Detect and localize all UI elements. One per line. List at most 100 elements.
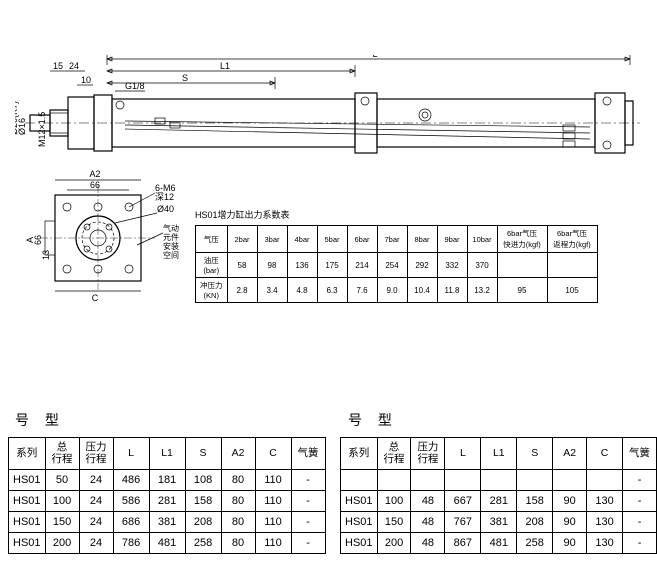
spec-hdr: S (517, 438, 553, 470)
spec-table-left: 系列总行程压力行程LL1SA2C气簧HS01502448618110880110… (8, 437, 326, 554)
spec-hdr: 总行程 (377, 438, 411, 470)
force-row-label: 冲压力(KN) (196, 278, 228, 303)
force-cell: 105 (547, 278, 597, 303)
force-cell (547, 253, 597, 278)
spec-cell: 80 (221, 470, 255, 491)
dim-m12: M12×1.5 (37, 112, 47, 147)
dim-C-bot: C (92, 293, 99, 303)
technical-drawing: L L1 S 15 24 10 G1/8 (15, 55, 635, 355)
spec-hdr: 压力行程 (411, 438, 445, 470)
spec-cell (341, 470, 378, 491)
force-cell: 4.8 (287, 278, 317, 303)
spec-cell: 150 (45, 512, 79, 533)
spec-cell (587, 470, 623, 491)
force-table-title: HS01增力缸出力系数表 (195, 208, 290, 221)
spec-hdr: 总行程 (45, 438, 79, 470)
force-cell: 13.2 (467, 278, 497, 303)
spec-cell: 24 (79, 533, 113, 554)
spec-cell: 208 (517, 512, 553, 533)
spec-cell: - (623, 533, 657, 554)
spec-cell: 130 (587, 533, 623, 554)
d40-label: Ø40 (157, 204, 174, 214)
force-cell: 214 (347, 253, 377, 278)
spec-cell: HS01 (9, 491, 46, 512)
spec-cell: 258 (517, 533, 553, 554)
spec-cell (517, 470, 553, 491)
spec-cell: HS01 (9, 533, 46, 554)
spec-cell (377, 470, 411, 491)
spec-cell: 90 (553, 533, 587, 554)
force-hdr: 6bar气压返程力(kgf) (547, 226, 597, 253)
force-hdr: 8bar (407, 226, 437, 253)
spec-cell: 48 (411, 491, 445, 512)
spec-cell: 200 (45, 533, 79, 554)
spec-cell: 130 (587, 512, 623, 533)
spec-cell: 110 (255, 533, 291, 554)
force-hdr: 4bar (287, 226, 317, 253)
spec-cell (481, 470, 517, 491)
spec-cell: 208 (185, 512, 221, 533)
force-cell: 11.8 (437, 278, 467, 303)
note-4: 空间 (163, 250, 179, 260)
force-row-label: 油压(bar) (196, 253, 228, 278)
spec-cell: 281 (149, 491, 185, 512)
spec-cell: 158 (517, 491, 553, 512)
spec-hdr: 系列 (341, 438, 378, 470)
force-table: 气压2bar3bar4bar5bar6bar7bar8bar9bar10bar6… (195, 225, 598, 303)
spec-cell (553, 470, 587, 491)
spec-cell: 24 (79, 512, 113, 533)
force-cell: 10.4 (407, 278, 437, 303)
spec-cell: - (291, 470, 325, 491)
force-hdr: 10bar (467, 226, 497, 253)
spec-cell: 80 (221, 512, 255, 533)
dim-15: 15 (53, 61, 63, 71)
dim-A2-top: A2 (89, 169, 100, 179)
spec-cell: 486 (113, 470, 149, 491)
force-hdr: 3bar (257, 226, 287, 253)
force-cell: 3.4 (257, 278, 287, 303)
force-cell: 2.8 (227, 278, 257, 303)
spec-cell: 586 (113, 491, 149, 512)
force-cell: 9.0 (377, 278, 407, 303)
spec-cell: HS01 (9, 470, 46, 491)
spec-cell: 80 (221, 491, 255, 512)
spec-cell: - (623, 491, 657, 512)
side-view: L L1 S 15 24 10 G1/8 (15, 55, 640, 153)
end-view: A2 66 A 66 13 C 6-M6 深12 Ø40 气动 元件 安装 空间 (25, 169, 179, 303)
force-hdr: 5bar (317, 226, 347, 253)
spec-hdr: 压力行程 (79, 438, 113, 470)
force-cell: 175 (317, 253, 347, 278)
dim-L: L (372, 55, 377, 59)
spec-cell: 110 (255, 512, 291, 533)
force-cell: 95 (497, 278, 547, 303)
spec-cell: - (291, 491, 325, 512)
spec-cell: 108 (185, 470, 221, 491)
spec-cell: 258 (185, 533, 221, 554)
spec-cell: 158 (185, 491, 221, 512)
dim-66-top: 66 (90, 180, 100, 190)
force-cell: 7.6 (347, 278, 377, 303)
spec-cell: 50 (45, 470, 79, 491)
spec-hdr: L (113, 438, 149, 470)
spec-cell: 786 (113, 533, 149, 554)
spec-cell: 867 (445, 533, 481, 554)
force-hdr: 气压 (196, 226, 228, 253)
spec-cell: 90 (553, 512, 587, 533)
spec-hdr: C (587, 438, 623, 470)
dim-24: 24 (69, 61, 79, 71)
spec-hdr: A2 (553, 438, 587, 470)
spec-cell: 24 (79, 491, 113, 512)
model-label-right: 号 型 (348, 410, 398, 430)
force-cell: 6.3 (317, 278, 347, 303)
dim-10: 10 (81, 75, 91, 85)
spec-cell: 481 (481, 533, 517, 554)
spec-cell: HS01 (341, 491, 378, 512)
spec-hdr: S (185, 438, 221, 470)
force-hdr: 2bar (227, 226, 257, 253)
dim-66-left: 66 (33, 235, 43, 245)
force-cell: 292 (407, 253, 437, 278)
spec-hdr: L1 (481, 438, 517, 470)
force-cell: 370 (467, 253, 497, 278)
spec-cell: 24 (79, 470, 113, 491)
force-cell: 136 (287, 253, 317, 278)
